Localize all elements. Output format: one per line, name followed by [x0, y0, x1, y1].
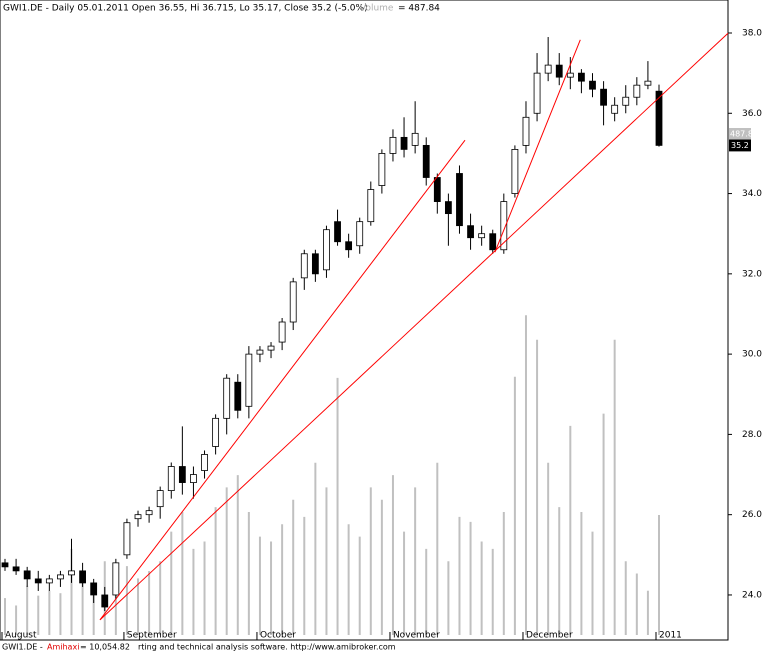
candle-body [267, 345, 275, 351]
y-tick-label: 30.0 [742, 350, 762, 360]
candle-body [478, 233, 486, 239]
y-tick-label: 32.0 [742, 269, 762, 279]
candle-body [90, 582, 98, 596]
candle-body [578, 72, 585, 82]
plot-frame [0, 0, 729, 641]
candle-body [68, 570, 75, 576]
trendline [494, 39, 581, 253]
candle-body [500, 201, 508, 251]
candle-body [389, 136, 397, 154]
candle-body [356, 221, 364, 247]
candle-body [422, 144, 430, 178]
x-tick-label: December [526, 631, 573, 641]
candle-body [444, 201, 452, 215]
candle-body [212, 417, 220, 447]
candle-body [533, 72, 541, 114]
candle-body [522, 116, 530, 146]
candle-body [411, 132, 419, 146]
candle-body [134, 514, 142, 520]
volume-marker: 487.84 [730, 130, 758, 139]
volume-marker-bg [729, 128, 751, 139]
candle-body [600, 88, 607, 106]
candle-body [334, 221, 341, 243]
y-tick-label: 36.0 [742, 109, 762, 119]
candle-body [123, 522, 131, 556]
candle-body [245, 353, 253, 407]
candle-body [489, 233, 497, 251]
candle-body [79, 570, 86, 584]
candle-body [278, 321, 286, 343]
candle-body [167, 466, 175, 491]
candle-body [300, 253, 308, 279]
footer-indicator-value: = 10,054.82 [80, 643, 130, 652]
x-tick-label: November [393, 631, 440, 641]
candle-body [633, 84, 641, 98]
candle-body [190, 474, 197, 483]
candle-body [400, 136, 408, 150]
candle-body [34, 578, 42, 584]
candle-body [112, 562, 120, 596]
candle-body [223, 377, 231, 419]
volume-text: = 487.84 [398, 4, 440, 14]
y-tick-label: 38.0 [742, 29, 762, 39]
candle-body [156, 490, 164, 508]
candle-body [555, 64, 563, 78]
candle-body [655, 90, 663, 146]
y-tick-label: 26.0 [742, 510, 762, 520]
candle-body [45, 578, 53, 584]
candle-body [23, 570, 31, 580]
footer-symbol: GWI1.DE - [2, 643, 43, 652]
candle-body [1, 562, 9, 568]
candle-body [544, 64, 552, 74]
candle-body [378, 153, 386, 186]
candle-body [201, 454, 208, 471]
chart-title: GWI1.DE - Daily 05.01.2011 Open 36.55, H… [3, 4, 368, 14]
x-tick-label: August [5, 631, 37, 641]
footer-indicator: Amihaxi [47, 643, 79, 652]
close-marker-bg [729, 139, 751, 152]
candle-body [101, 594, 109, 608]
candle-body [57, 574, 64, 580]
y-tick-label: 24.0 [742, 590, 762, 600]
trendline [99, 32, 729, 621]
trendline [99, 139, 466, 621]
candle-body [433, 177, 441, 202]
y-tick-label: 28.0 [742, 430, 762, 440]
footer-credit: rting and technical analysis software. h… [138, 643, 396, 652]
y-tick-label: 34.0 [742, 189, 762, 199]
candle-body [234, 381, 242, 411]
x-tick-label: 2011 [659, 631, 682, 641]
x-tick-label: October [260, 631, 296, 641]
candle-body [289, 281, 297, 323]
candle-body [178, 466, 186, 483]
close-marker: 35.2 [731, 141, 749, 150]
candle-body [622, 96, 630, 106]
x-tick-label: September [127, 631, 177, 641]
footer-bg [0, 641, 770, 652]
candle-body [467, 225, 474, 239]
candle-body [644, 80, 652, 86]
candle-body [589, 80, 596, 90]
candle-body [345, 241, 353, 251]
candle-body [145, 510, 153, 516]
candle-body [367, 189, 375, 223]
candle-body [511, 149, 519, 194]
candle-body [12, 566, 20, 572]
candle-body [256, 349, 264, 355]
candle-body [323, 229, 330, 271]
candle-body [311, 253, 319, 275]
candle-body [456, 173, 463, 227]
volume-label: Volume [360, 4, 394, 14]
candle-body [611, 104, 619, 114]
candle-body [566, 72, 574, 78]
price-layer [1, 32, 729, 621]
volume-layer [4, 315, 660, 635]
